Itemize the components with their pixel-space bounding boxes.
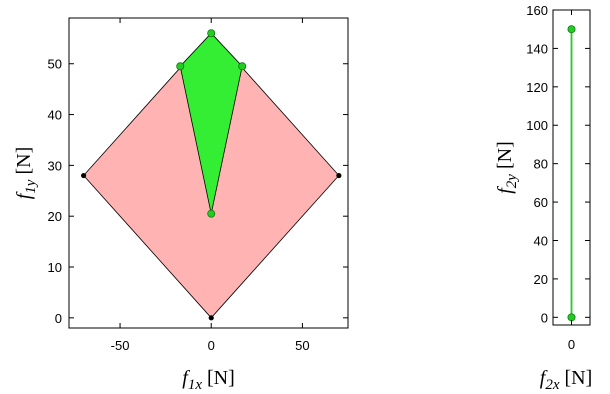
selected-vertex-point-2 [207, 209, 216, 218]
y2-axis-label-group: f2y [N] [494, 141, 520, 194]
y2-tick-label: 80 [534, 157, 548, 172]
y2-tick-label: 40 [534, 233, 548, 248]
selected-vertex-point-1 [238, 62, 247, 71]
y2-tick-label: 160 [526, 3, 548, 18]
y2-tick-label: 100 [526, 118, 548, 133]
y2-tick-label: 0 [541, 310, 548, 325]
y2-tick-label: 120 [526, 80, 548, 95]
x2-axis-label: f2x [N] [540, 367, 593, 393]
selected-vertex-point-0 [207, 29, 216, 38]
right-plot: 0 0 20 40 60 80 100 120 140 160 f2x [N] f2y [N] [494, 3, 592, 393]
y-axis-label: f1y [N] [13, 147, 39, 200]
x2-axis-label-group: f2x [N] [540, 367, 593, 393]
y2-tick-label: 60 [534, 195, 548, 210]
y-axis-label-group: f1y [N] [13, 147, 39, 200]
y2-tick-label: 20 [534, 272, 548, 287]
selected-vertex-point-3 [176, 62, 185, 71]
y2-tick-label: 140 [526, 41, 548, 56]
x2-tick-label: 0 [568, 337, 575, 352]
force-range-endpoint-0 [567, 313, 576, 322]
y-tick-label: 20 [48, 209, 62, 224]
y-tick-label: 40 [48, 108, 62, 123]
vertex-point-2 [80, 172, 87, 179]
x-tick-label: 0 [208, 338, 215, 353]
left-plot: -50 0 50 0 10 20 30 40 50 f1x [N] f1y [N] [13, 17, 349, 393]
y-tick-label: 0 [55, 311, 62, 326]
vertex-point-1 [336, 172, 342, 179]
x-axis-label-group: f1x [N] [182, 367, 235, 393]
x-tick-label: 50 [295, 338, 309, 353]
y-tick-label: 30 [48, 158, 62, 173]
force-range-endpoint-1 [567, 25, 576, 34]
y2-axis-label: f2y [N] [494, 141, 520, 194]
y-tick-label: 50 [48, 57, 62, 72]
vertex-point-0 [208, 315, 214, 321]
plot-frame [68, 17, 349, 329]
x-axis-label: f1x [N] [182, 367, 235, 393]
y-tick-label: 10 [48, 260, 62, 275]
x-tick-label: -50 [111, 338, 130, 353]
